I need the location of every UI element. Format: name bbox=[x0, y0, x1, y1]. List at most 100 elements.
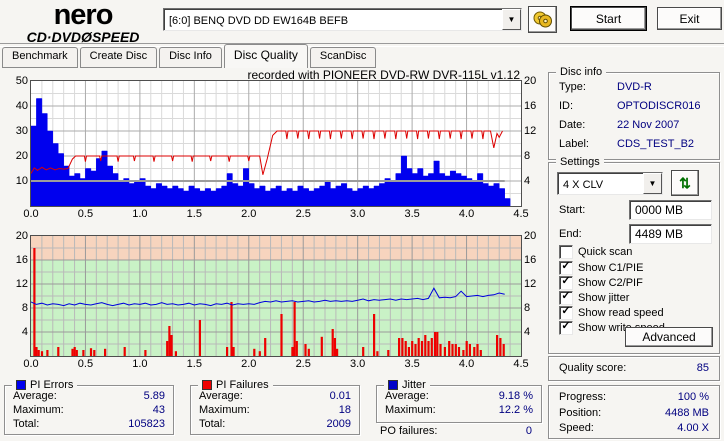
axis-tick-label: 0.5 bbox=[77, 208, 94, 220]
pi-failures-average-label: Average: bbox=[199, 390, 243, 402]
jitter-legend-icon bbox=[388, 380, 398, 390]
show-read-speed-checkbox[interactable]: ✓ Show read speed bbox=[559, 306, 664, 320]
quality-score-box: Quality score: 85 bbox=[548, 356, 720, 381]
checkbox-icon[interactable]: ✓ bbox=[559, 306, 573, 320]
scan-speed-value: 4 X CLV bbox=[563, 178, 604, 191]
axis-tick-label: 0.0 bbox=[23, 208, 39, 220]
start-position-label: Start: bbox=[559, 204, 586, 216]
checkbox-icon[interactable]: ✓ bbox=[559, 245, 573, 259]
show-c2-pif-label: Show C2/PIF bbox=[578, 277, 643, 289]
position-label: Position: bbox=[559, 407, 602, 419]
axis-tick-label: 20 bbox=[524, 75, 537, 87]
progress-label: Progress: bbox=[559, 391, 607, 403]
axis-tick-label: 16 bbox=[524, 100, 537, 112]
axis-tick-label: 12 bbox=[524, 278, 537, 290]
scan-speed-select[interactable]: 4 X CLV ▼ bbox=[557, 172, 663, 195]
bottom-chart-right-axis: 20 16 12 8 4 bbox=[524, 230, 550, 356]
axis-tick-label: 0.0 bbox=[23, 358, 39, 370]
start-button[interactable]: Start bbox=[571, 7, 646, 30]
disc-type-label: Type: bbox=[559, 81, 586, 93]
tab-scandisc[interactable]: ScanDisc bbox=[309, 47, 377, 68]
axis-tick-label: 1.5 bbox=[186, 208, 202, 220]
checkbox-icon[interactable]: ✓ bbox=[559, 321, 573, 335]
refresh-button[interactable]: ⇅ bbox=[671, 170, 699, 196]
nero-logo: nero CD·DVDØSPEED bbox=[8, 0, 158, 45]
top-chart-x-axis: 0.0 0.5 1.0 1.5 2.0 2.5 3.0 3.5 4.0 4.5 bbox=[23, 208, 528, 220]
axis-tick-label: 3.5 bbox=[404, 208, 420, 220]
speed-label: Speed: bbox=[559, 422, 594, 434]
axis-tick-label: 20 bbox=[524, 230, 537, 242]
quality-score-value: 85 bbox=[696, 362, 709, 374]
scan-speed-dropdown-button[interactable]: ▼ bbox=[643, 173, 662, 194]
tab-benchmark[interactable]: Benchmark bbox=[2, 47, 78, 68]
axis-tick-label: 16 bbox=[15, 254, 28, 266]
pi-errors-maximum-value: 43 bbox=[152, 404, 165, 416]
axis-tick-label: 1.0 bbox=[132, 208, 148, 220]
drive-select[interactable]: [6:0] BENQ DVD DD EW164B BEFB ▼ bbox=[163, 8, 522, 31]
disc-info-title: Disc info bbox=[556, 66, 607, 78]
pi-failures-maximum-label: Maximum: bbox=[199, 404, 250, 416]
header-divider bbox=[0, 43, 724, 47]
pi-errors-stats-title: PI Errors bbox=[30, 379, 74, 391]
position-value: 4488 MB bbox=[664, 407, 709, 419]
nero-logo-text: nero bbox=[53, 0, 114, 31]
pi-failures-average-value: 0.01 bbox=[329, 390, 351, 402]
axis-tick-label: 4.5 bbox=[513, 358, 529, 370]
disc-date-label: Date: bbox=[559, 119, 586, 131]
quick-scan-label: Quick scan bbox=[578, 246, 633, 258]
pi-errors-total-label: Total: bbox=[13, 418, 40, 430]
pi-errors-average-label: Average: bbox=[13, 390, 57, 402]
jitter-average-label: Average: bbox=[385, 390, 429, 402]
show-read-speed-label: Show read speed bbox=[578, 307, 664, 319]
cd-dvd-speed-logo-text: CD·DVDØSPEED bbox=[26, 29, 140, 45]
axis-tick-label: 1.5 bbox=[186, 358, 202, 370]
drive-select-value: [6:0] BENQ DVD DD EW164B BEFB bbox=[169, 14, 349, 27]
end-position-field[interactable]: 4489 MB bbox=[629, 224, 712, 244]
quick-scan-checkbox[interactable]: ✓ Quick scan bbox=[559, 245, 632, 259]
tab-disc-quality[interactable]: Disc Quality bbox=[223, 44, 308, 68]
tab-bar: Benchmark Create Disc Disc Info Disc Qua… bbox=[2, 44, 378, 68]
show-c1-pie-checkbox[interactable]: ✓ Show C1/PIE bbox=[559, 261, 643, 275]
chart-title: recorded with PIONEER DVD-RW DVR-115L v1… bbox=[247, 68, 520, 82]
checkbox-icon[interactable]: ✓ bbox=[559, 291, 573, 305]
disc-id-label: ID: bbox=[559, 100, 574, 112]
axis-tick-label: 2.0 bbox=[241, 358, 257, 370]
disc-info-button[interactable] bbox=[528, 6, 557, 33]
show-jitter-checkbox[interactable]: ✓ Show jitter bbox=[559, 291, 629, 305]
axis-tick-label: 10 bbox=[15, 175, 28, 187]
quality-score-label: Quality score: bbox=[559, 362, 627, 374]
pi-errors-average-value: 5.89 bbox=[143, 390, 165, 402]
tab-create-disc[interactable]: Create Disc bbox=[79, 47, 158, 68]
axis-tick-label: 12 bbox=[15, 278, 28, 290]
axis-tick-label: 3.0 bbox=[350, 358, 366, 370]
po-failures-row: PO failures: 0 bbox=[380, 425, 536, 437]
drive-select-dropdown-button[interactable]: ▼ bbox=[502, 9, 521, 30]
pi-failures-total-value: 2009 bbox=[326, 418, 351, 430]
show-c1-pie-label: Show C1/PIE bbox=[578, 262, 644, 274]
progress-value: 100 % bbox=[677, 391, 709, 403]
axis-tick-label: 20 bbox=[15, 230, 28, 242]
jitter-maximum-value: 12.2 % bbox=[498, 404, 533, 416]
show-c2-pif-checkbox[interactable]: ✓ Show C2/PIF bbox=[559, 276, 643, 290]
settings-groupbox: Settings 4 X CLV ▼ ⇅ Start: 0000 MB End:… bbox=[548, 156, 720, 354]
disc-label-value: CDS_TEST_B2 bbox=[617, 138, 695, 150]
speed-value: 4.00 X bbox=[677, 422, 709, 434]
disc-glyph-icon: Ø bbox=[81, 29, 92, 45]
pi-errors-legend-icon bbox=[16, 380, 26, 390]
advanced-button[interactable]: Advanced bbox=[625, 327, 713, 347]
refresh-icon: ⇅ bbox=[679, 175, 691, 191]
tab-disc-info[interactable]: Disc Info bbox=[159, 47, 222, 68]
progress-box: Progress: 100 % Position: 4488 MB Speed: 4.… bbox=[548, 385, 720, 439]
pi-failures-maximum-value: 18 bbox=[338, 404, 351, 416]
checkbox-icon[interactable]: ✓ bbox=[559, 261, 573, 275]
checkbox-icon[interactable]: ✓ bbox=[559, 276, 573, 290]
po-failures-label: PO failures: bbox=[380, 425, 438, 437]
exit-button[interactable]: Exit bbox=[657, 7, 722, 30]
axis-tick-label: 4 bbox=[524, 326, 531, 338]
axis-tick-label: 4 bbox=[524, 175, 531, 187]
bottom-chart-left-axis: 20 16 12 8 4 bbox=[2, 230, 28, 356]
axis-tick-label: 2.5 bbox=[295, 208, 311, 220]
start-position-field[interactable]: 0000 MB bbox=[629, 200, 712, 220]
axis-tick-label: 50 bbox=[15, 75, 28, 87]
